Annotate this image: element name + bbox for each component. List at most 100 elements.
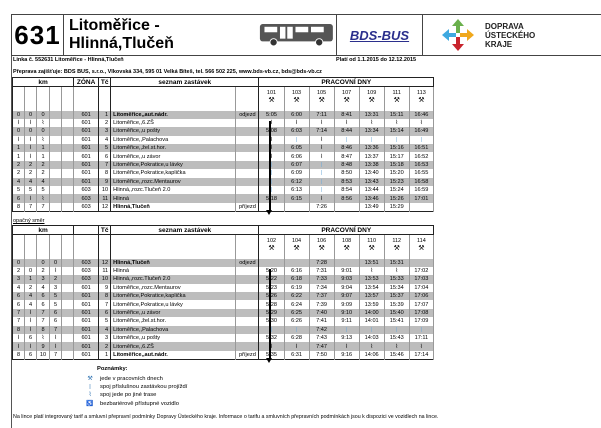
km-cell: 8 xyxy=(36,325,51,335)
time-cell: | xyxy=(384,135,410,145)
footer-note: Na lince platí integrovaný tarif a smluv… xyxy=(13,414,439,420)
time-cell: 16:51 xyxy=(409,144,435,153)
time-cell: | xyxy=(309,186,335,195)
km-cell: 0 xyxy=(49,258,63,267)
time-cell: 8:54 xyxy=(334,186,360,195)
table-row: 3 1 3 2 603 10 Hlinná,,rozc.Tlučeň 2.0 5:22 6:18… xyxy=(12,275,435,284)
depart-label: odjezd xyxy=(235,258,260,267)
km-cell: 10 xyxy=(36,350,51,360)
weekday-icon: ⚒ xyxy=(343,245,350,252)
km-cell: 0 xyxy=(24,127,38,136)
time-cell: 13:54 xyxy=(359,283,385,293)
km-cell: ⌇ xyxy=(36,118,51,128)
table-row: 1 ⌇ 1 601 5 Litoměřice,,žel.st.hor. ⌇ 6:05 ⌇ 8:46… xyxy=(12,144,435,153)
time-cell: 7:11 xyxy=(309,110,335,119)
time-cell: 15:31 xyxy=(384,258,410,267)
trip-number: 105 xyxy=(316,90,327,96)
header-spacer xyxy=(36,86,51,111)
km-cell: ⌇ xyxy=(24,135,38,145)
km-cell: 2 xyxy=(24,160,38,170)
km-cell: 1 xyxy=(12,152,26,161)
header-spacer xyxy=(73,234,100,259)
km-cell: 2 xyxy=(49,275,63,284)
stop-name: Litoměřice,Pokratice,u lávky xyxy=(110,300,237,309)
time-cell: 13:53 xyxy=(359,275,385,284)
note-text: spoj jede po jiné trase xyxy=(100,392,157,399)
time-cell: 5:29 xyxy=(258,308,285,318)
weekday-icon: ⚒ xyxy=(368,97,375,104)
stop-order-cell: 5 xyxy=(98,144,112,153)
time-cell: 9:13 xyxy=(334,334,360,343)
time-cell: 15:20 xyxy=(384,169,410,178)
time-cell: 13:49 xyxy=(359,202,385,212)
time-cell: 5:26 xyxy=(258,292,285,301)
reverse-direction-label: opačný směr xyxy=(13,218,45,224)
trip-header: 110 ⚒ xyxy=(359,234,385,259)
km-cell xyxy=(61,300,75,309)
time-cell: 6:12 xyxy=(284,177,310,187)
table-row: 1 ⌇ 1 601 6 Litoměřice,,u závor ⌇ 6:06 ⌇ 8:47 13:3… xyxy=(12,152,435,161)
stop-name: Litoměřice,,u pošty xyxy=(110,334,237,343)
time-cell: 6:05 xyxy=(284,144,310,153)
trip-header: 101 ⚒ xyxy=(258,86,285,111)
km-cell xyxy=(61,317,75,326)
direction-cell xyxy=(235,194,260,203)
time-cell: 16:53 xyxy=(409,160,435,170)
time-cell: 5:05 xyxy=(258,110,285,119)
time-cell: 5:18 xyxy=(258,194,285,203)
direction-cell xyxy=(235,186,260,195)
trip-header: 106 ⚒ xyxy=(309,234,335,259)
time-cell: 14:01 xyxy=(359,317,385,326)
time-cell: 6:03 xyxy=(284,127,310,136)
time-cell xyxy=(284,258,310,267)
km-cell: 5 xyxy=(12,186,26,195)
km-cell xyxy=(61,266,75,276)
km-cell xyxy=(61,258,75,267)
direction-arrow xyxy=(266,269,272,363)
time-cell: ⌇ xyxy=(284,342,310,351)
time-cell: 7:43 xyxy=(309,334,335,343)
stop-name: Litoměřice,,žel.st.hor. xyxy=(110,317,237,326)
trip-number: 108 xyxy=(342,238,352,244)
trip-number: 102 xyxy=(266,238,277,244)
table-row: 0 0 0 601 1 Litoměřice,,aut.nádr. odjezd 5:05 6:… xyxy=(12,110,435,119)
stops-header: seznam zastávek xyxy=(110,225,260,235)
note-icon: ⌇ xyxy=(88,392,92,399)
km-cell: 2 xyxy=(12,160,26,170)
time-cell: | xyxy=(409,325,435,335)
stop-order-cell: 6 xyxy=(98,152,112,161)
stop-order-cell: 2 xyxy=(98,342,112,351)
time-cell: ⌇ xyxy=(359,342,385,351)
km-cell: 0 xyxy=(12,258,26,267)
time-cell: 7:14 xyxy=(309,127,335,136)
time-cell xyxy=(284,202,310,212)
km-cell: 7 xyxy=(36,317,51,326)
time-cell: 6:09 xyxy=(284,169,310,178)
km-cell xyxy=(61,144,75,153)
trip-number: 111 xyxy=(392,90,401,96)
zone-cell: 601 xyxy=(73,283,100,293)
zone-cell: 601 xyxy=(73,144,100,153)
km-cell: 2 xyxy=(36,160,51,170)
direction-cell xyxy=(235,177,260,187)
time-cell: | xyxy=(334,135,360,145)
stop-name: Litoměřice,,rozc.Mentaurov xyxy=(110,283,237,293)
time-cell: 15:11 xyxy=(384,110,410,119)
weekday-icon: ⚒ xyxy=(293,97,300,104)
time-cell: | xyxy=(309,160,335,170)
km-cell: 5 xyxy=(49,292,63,301)
time-cell: 17:06 xyxy=(409,292,435,301)
zone-cell: 601 xyxy=(73,152,100,161)
km-cell xyxy=(61,292,75,301)
table-row: ⌇ ⌇ ⌇ 601 4 Litoměřice,,Palachova ⌇ | ⌇ | | | | xyxy=(12,135,435,145)
time-cell: 17:08 xyxy=(409,308,435,318)
header-spacer xyxy=(235,234,260,259)
stop-order-cell: 4 xyxy=(98,325,112,335)
km-cell xyxy=(61,202,75,212)
time-cell xyxy=(334,202,360,212)
km-cell xyxy=(49,194,63,203)
stop-order-cell: 8 xyxy=(98,169,112,178)
duk-logo: DOPRAVA ÚSTECKÉHO KRAJE xyxy=(423,15,601,55)
km-cell xyxy=(49,169,63,178)
zone-cell: 601 xyxy=(73,177,100,187)
